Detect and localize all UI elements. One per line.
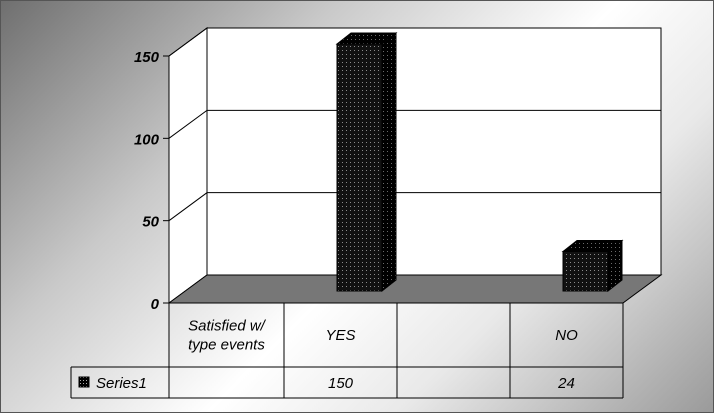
back-wall <box>206 27 662 276</box>
legend-swatch <box>78 376 90 388</box>
gridline <box>168 27 661 57</box>
bar-front <box>336 43 383 292</box>
side-wall <box>168 27 208 304</box>
bar-side <box>381 31 397 293</box>
x-tick-label: NO <box>555 327 578 344</box>
chart-floor <box>167 274 663 304</box>
y-tick-label: 50 <box>142 214 159 231</box>
y-tick-label: 0 <box>151 296 160 313</box>
legend-series-name: Series1 <box>96 375 147 392</box>
data-table-value: 24 <box>557 375 575 392</box>
bar-front <box>562 250 609 292</box>
y-tick-label: 100 <box>134 131 160 148</box>
data-table-value: 150 <box>328 375 354 392</box>
x-tick-label: YES <box>325 327 355 344</box>
y-tick-label: 150 <box>134 49 160 66</box>
bar-top <box>561 239 624 252</box>
bar-top <box>335 32 398 45</box>
x-tick-label: Satisfied w/type events <box>188 318 267 354</box>
bar <box>335 31 398 293</box>
bar <box>561 239 624 293</box>
gridline <box>168 192 661 222</box>
gridline <box>168 109 661 139</box>
